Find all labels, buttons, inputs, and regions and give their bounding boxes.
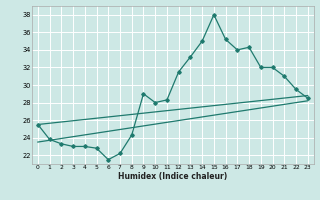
X-axis label: Humidex (Indice chaleur): Humidex (Indice chaleur) (118, 172, 228, 181)
